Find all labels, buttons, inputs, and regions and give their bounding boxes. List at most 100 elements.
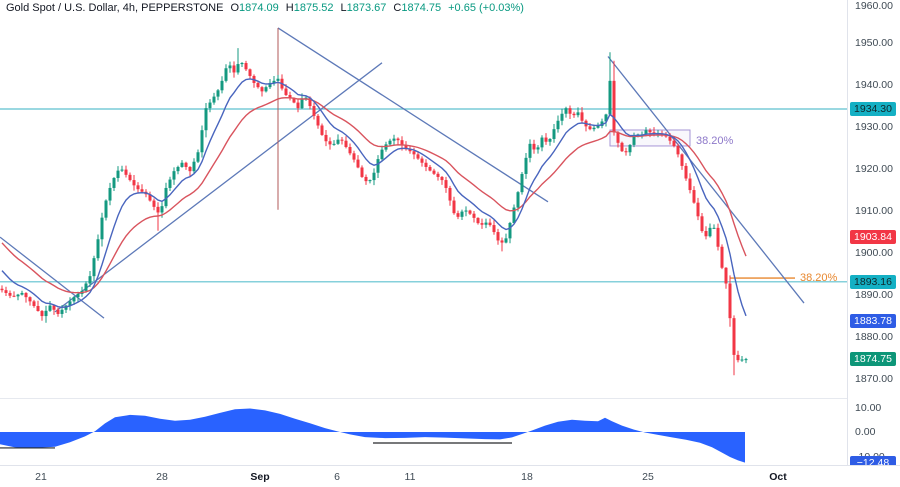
candle[interactable]	[176, 165, 180, 175]
candle[interactable]	[348, 143, 352, 156]
candle[interactable]	[480, 218, 484, 229]
candle[interactable]	[312, 102, 316, 120]
candle[interactable]	[272, 76, 276, 86]
trendline-descending-left-wedge[interactable]	[0, 236, 105, 319]
candle[interactable]	[172, 167, 176, 185]
candle[interactable]	[340, 137, 344, 145]
candle[interactable]	[280, 74, 284, 91]
candle[interactable]	[356, 155, 360, 169]
candle[interactable]	[168, 176, 172, 192]
price-axis[interactable]: 1960.00 1950.00 1940.00 1930.00 1920.00 1910.…	[847, 0, 900, 470]
candle[interactable]	[564, 106, 568, 118]
candle[interactable]	[320, 123, 324, 136]
candle[interactable]	[380, 145, 384, 162]
candle[interactable]	[732, 315, 736, 376]
candle[interactable]	[224, 64, 228, 83]
candle[interactable]	[704, 226, 708, 240]
candle[interactable]	[576, 107, 580, 118]
candle[interactable]	[24, 292, 28, 303]
candle[interactable]	[568, 105, 572, 119]
candle[interactable]	[620, 141, 624, 153]
candle[interactable]	[624, 147, 628, 156]
candle[interactable]	[600, 118, 604, 129]
candle[interactable]	[208, 99, 212, 113]
candle[interactable]	[696, 197, 700, 221]
candle[interactable]	[84, 281, 88, 293]
candle[interactable]	[536, 145, 540, 154]
candle[interactable]	[184, 161, 188, 170]
candle[interactable]	[492, 220, 496, 235]
candle[interactable]	[500, 237, 504, 252]
candle[interactable]	[44, 305, 48, 323]
candle[interactable]	[444, 176, 448, 193]
candle[interactable]	[388, 138, 392, 146]
candle[interactable]	[240, 62, 244, 67]
candle[interactable]	[428, 165, 432, 172]
candle[interactable]	[4, 286, 8, 297]
candle[interactable]	[212, 92, 216, 105]
candle[interactable]	[260, 86, 264, 97]
candle[interactable]	[228, 61, 232, 73]
candle[interactable]	[512, 204, 516, 224]
candle[interactable]	[580, 107, 584, 124]
candle[interactable]	[20, 290, 24, 296]
fib-level-label[interactable]: 38.20%	[800, 272, 838, 285]
candle[interactable]	[376, 155, 380, 179]
candle[interactable]	[684, 163, 688, 181]
candle[interactable]	[744, 357, 748, 364]
candle[interactable]	[124, 165, 128, 178]
candle[interactable]	[484, 218, 488, 229]
candle[interactable]	[676, 143, 680, 158]
fib-retracement-label[interactable]: 38.20%	[696, 134, 734, 147]
candle[interactable]	[136, 182, 140, 194]
candle[interactable]	[532, 139, 536, 154]
candle[interactable]	[180, 160, 184, 168]
candle[interactable]	[504, 233, 508, 244]
candle[interactable]	[276, 75, 280, 82]
candle[interactable]	[688, 173, 692, 194]
candle[interactable]	[604, 113, 608, 127]
candle[interactable]	[720, 244, 724, 270]
candle[interactable]	[552, 123, 556, 143]
candle[interactable]	[252, 74, 256, 88]
candle[interactable]	[16, 293, 20, 301]
candle[interactable]	[736, 350, 740, 363]
candle[interactable]	[108, 182, 112, 206]
candle[interactable]	[364, 174, 368, 185]
candle[interactable]	[616, 131, 620, 148]
candle[interactable]	[708, 223, 712, 238]
candle[interactable]	[560, 108, 564, 126]
candle[interactable]	[496, 228, 500, 245]
candle[interactable]	[424, 159, 428, 172]
candle[interactable]	[244, 60, 248, 71]
candle[interactable]	[296, 98, 300, 113]
candle[interactable]	[256, 81, 260, 89]
candle[interactable]	[116, 166, 120, 182]
candle[interactable]	[324, 130, 328, 147]
candle[interactable]	[416, 152, 420, 160]
candle[interactable]	[724, 267, 728, 289]
candle[interactable]	[204, 103, 208, 138]
candle[interactable]	[8, 290, 12, 299]
candle[interactable]	[104, 199, 108, 221]
candle[interactable]	[332, 140, 336, 146]
candle[interactable]	[232, 61, 236, 78]
candle[interactable]	[680, 153, 684, 170]
candle[interactable]	[368, 179, 372, 184]
candle[interactable]	[216, 89, 220, 101]
candle[interactable]	[64, 304, 68, 313]
candle[interactable]	[316, 114, 320, 129]
candle[interactable]	[544, 133, 548, 145]
candle[interactable]	[100, 212, 104, 247]
candle[interactable]	[392, 134, 396, 146]
candle[interactable]	[140, 184, 144, 194]
candle[interactable]	[432, 168, 436, 175]
candle[interactable]	[548, 138, 552, 146]
candle[interactable]	[164, 182, 168, 209]
candle[interactable]	[612, 60, 616, 136]
candle[interactable]	[152, 198, 156, 211]
candle[interactable]	[352, 150, 356, 163]
candle[interactable]	[56, 307, 60, 317]
candle[interactable]	[468, 209, 472, 216]
